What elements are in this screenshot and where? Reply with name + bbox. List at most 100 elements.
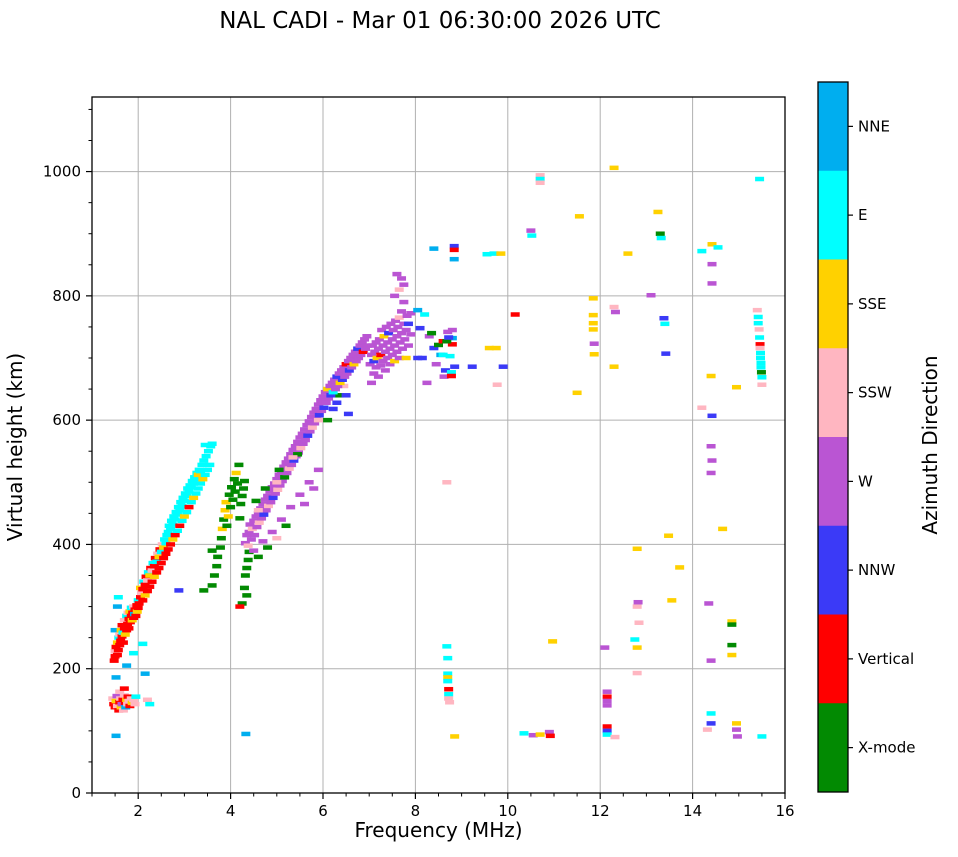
data-tile-W (367, 343, 377, 348)
data-tile-NNW (707, 413, 717, 419)
data-tile-W (633, 599, 643, 605)
data-tile-W (339, 365, 349, 370)
data-tile-SSE (632, 546, 642, 552)
data-tile-W (350, 349, 360, 355)
data-tile-E (444, 691, 454, 697)
data-tile-NNW (268, 495, 278, 501)
colorbar-tick-label: SSE (858, 295, 887, 313)
data-tile-SSE (179, 514, 189, 519)
data-tile-X-mode (233, 481, 243, 486)
data-tile-SSW (610, 734, 620, 740)
data-tile-NNW (413, 355, 423, 361)
data-tile-SSW (136, 590, 146, 596)
data-tile-W (242, 532, 252, 538)
data-tile-E (191, 491, 201, 496)
data-tile-SSW (307, 425, 317, 430)
data-tile-SSW (632, 670, 642, 676)
data-tile-W (367, 352, 377, 358)
data-tile-E (182, 493, 192, 499)
data-tile-X-mode (274, 467, 284, 473)
data-tile-W (362, 334, 372, 339)
data-tile-W (295, 435, 305, 440)
data-tile-E (168, 522, 178, 527)
data-tile-W (313, 402, 323, 407)
data-tile-NNW (341, 393, 351, 398)
data-tile-SSE (588, 296, 598, 301)
data-tile-SSE (198, 476, 208, 482)
data-tile-E (656, 235, 666, 241)
data-tile-W (400, 337, 410, 342)
data-tile-X-mode (727, 642, 737, 648)
data-tile-W (293, 439, 303, 445)
data-tile-W (390, 293, 400, 299)
data-tile-SSE (609, 165, 619, 171)
data-tile-W (365, 361, 375, 367)
data-tile-SSE (132, 609, 142, 614)
data-tile-SSW (115, 689, 125, 694)
data-tile-W (370, 349, 380, 355)
data-tile-W (447, 327, 457, 333)
data-tile-Vertical (166, 542, 176, 547)
data-tile-SSW (288, 455, 298, 460)
data-tile-SSW (272, 535, 282, 541)
colorbar-tick-label: Vertical (858, 650, 914, 668)
colorbar-tick-label: W (858, 472, 873, 490)
data-tile-Vertical (115, 642, 125, 648)
data-tile-SSE (588, 327, 598, 332)
data-tile-W (383, 355, 393, 361)
data-tile-X-mode (242, 565, 252, 571)
data-tile-W (286, 452, 296, 457)
data-tile-SSE (168, 537, 178, 542)
data-tile-W (401, 327, 411, 333)
data-tile-E (177, 518, 187, 524)
data-tile-SSE (667, 598, 677, 603)
data-tile-Vertical (545, 733, 555, 739)
data-tile-NNE (241, 731, 251, 737)
data-tile-W (385, 361, 395, 367)
data-tile-W (309, 486, 319, 491)
data-tile-W (261, 508, 271, 513)
data-tile-SSW (535, 173, 545, 178)
colorbar-tick-label: SSW (858, 384, 892, 402)
data-tile-SSE (231, 470, 241, 476)
data-tile-NNW (467, 364, 477, 369)
data-tile-W (371, 365, 381, 370)
data-tile-Vertical (109, 658, 119, 663)
data-tile-E (200, 472, 210, 478)
data-tile-W (356, 352, 366, 358)
data-tile-SSE (664, 533, 674, 538)
data-tile-NNE (122, 663, 132, 668)
data-tile-E (113, 595, 123, 600)
data-tile-W (646, 292, 656, 298)
data-tile-W (732, 734, 742, 739)
data-tile-W (300, 437, 310, 443)
data-tile-SSW (535, 180, 545, 186)
data-tile-W (253, 511, 263, 516)
data-tile-SSW (754, 327, 764, 332)
data-tile-NNW (602, 728, 612, 734)
data-tile-W (300, 501, 310, 507)
data-tile-E (131, 694, 141, 699)
data-tile-W (589, 341, 599, 346)
data-tile-Vertical (447, 342, 457, 347)
data-tile-W (286, 504, 296, 510)
data-tile-W (402, 313, 412, 318)
data-tile-X-mode (242, 593, 252, 598)
data-tile-NNE (111, 675, 121, 680)
data-tile-X-mode (253, 554, 263, 560)
y-tick-label: 800 (52, 287, 81, 305)
data-tile-W (403, 343, 413, 348)
data-tile-SSW (108, 696, 118, 701)
plot-frame (91, 96, 786, 794)
data-tile-W (392, 334, 402, 339)
colorbar-frame (817, 81, 849, 793)
data-tile-X-mode (237, 493, 247, 499)
data-tile-X-mode (655, 231, 665, 236)
data-tile-E (186, 499, 196, 505)
data-tile-W (399, 299, 409, 305)
data-tile-W (528, 732, 538, 738)
data-tile-NNE (110, 627, 120, 633)
data-tile-E (755, 335, 765, 340)
data-tile-SSE (221, 499, 231, 505)
